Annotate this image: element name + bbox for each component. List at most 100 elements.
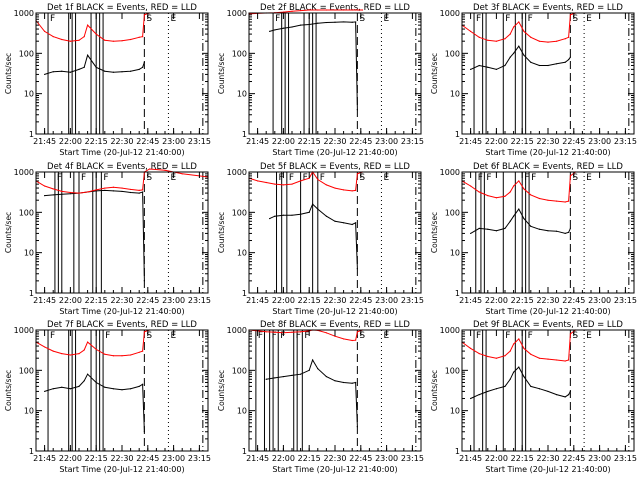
plot2-point [355, 9, 357, 11]
plot6-xtick-label: 21:45 [459, 296, 482, 305]
plot8-ylabel: Counts/sec [217, 370, 226, 411]
plot6-point [470, 185, 472, 187]
plot4-xtick-label: 23:15 [188, 296, 211, 305]
plot7-point [104, 386, 106, 388]
plot3-annotation-f: F [505, 14, 510, 24]
plot3-point [547, 64, 549, 67]
plot3-point [556, 63, 558, 65]
plot7-point [121, 389, 123, 391]
plot6-annotation-f: F [524, 173, 529, 183]
plot3-ytick-label: 100 [445, 49, 460, 58]
plot2-ytick-label: 1 [242, 130, 247, 139]
plot2-point [300, 9, 302, 12]
plot9-point [495, 388, 497, 390]
plot3-point [523, 30, 525, 32]
plot1-xtick-label: 23:00 [162, 137, 185, 146]
plot5-xtick-label: 23:15 [401, 296, 424, 305]
plot8-xtick-label: 22:15 [298, 454, 321, 463]
plot5-ytick-label: 100 [232, 208, 247, 217]
plot5-ytick-label: 1000 [227, 168, 247, 177]
plot8-annotation-f: F [280, 331, 285, 341]
plot9-point [504, 385, 506, 387]
plot9-annotation-s: S [572, 331, 578, 341]
plot3-point [569, 56, 571, 58]
plot9-lld-series [461, 329, 576, 362]
plot8-point [325, 375, 327, 378]
plot2-point [308, 23, 310, 26]
plot1-title: Det 1f BLACK = Events, RED = LLD [47, 3, 197, 13]
plot6-point [547, 230, 549, 232]
plot6-ytick-label: 1000 [440, 168, 460, 177]
plot7-xtick-label: 23:00 [162, 454, 185, 463]
plot9-events-series [470, 366, 571, 399]
plot8-point [343, 381, 345, 384]
plot5-xtick-label: 21:45 [246, 296, 269, 305]
plot4-xtick-label: 21:45 [33, 296, 56, 305]
plot7-xtick-label: 22:00 [59, 454, 82, 463]
plot8-point [356, 426, 358, 428]
plot2-xtick-label: 22:00 [272, 137, 295, 146]
plot6-point [478, 227, 480, 229]
plot4-xtick-label: 23:00 [162, 296, 185, 305]
plot2-point [356, 9, 358, 11]
plot7-point [142, 383, 144, 385]
plot4-point [95, 189, 97, 191]
plot6-xtick-label: 23:00 [588, 296, 611, 305]
plot6-point [556, 230, 558, 232]
plot5-point [325, 215, 327, 217]
plot1-ytick-label: 100 [19, 49, 34, 58]
plot6-ytick-label: 1 [455, 289, 460, 298]
plot7-point [52, 388, 54, 390]
plot9-point [509, 378, 511, 380]
plot3-annotation-e: E [586, 14, 592, 24]
plot1-point [61, 38, 63, 41]
plot5-ytick-label: 10 [237, 249, 247, 258]
plot6-point [523, 217, 525, 220]
plot8-title: Det 8f BLACK = Events, RED = LLD [260, 320, 410, 330]
plot1-events-series [44, 54, 145, 75]
plot3-title: Det 3f BLACK = Events, RED = LLD [473, 3, 623, 13]
plot6-point [530, 225, 532, 227]
plot3-point [478, 64, 480, 67]
plot2-point [355, 21, 357, 23]
plot3-point [513, 26, 515, 28]
plot2-point [308, 9, 310, 11]
plot5-point [265, 181, 267, 184]
plot3-point [470, 68, 472, 70]
plot3-ytick-label: 1000 [440, 9, 460, 18]
plot9-ytick-label: 1000 [440, 326, 460, 335]
plot3-point [495, 68, 497, 70]
plot5-point [351, 190, 353, 192]
plot9-annotation-f: F [528, 331, 533, 341]
plot5-point [282, 184, 284, 186]
plot9-xtick-label: 22:45 [562, 454, 585, 463]
plot3-point [495, 40, 497, 42]
plot4-point [181, 173, 183, 175]
plot7-frame [35, 329, 209, 452]
plot9-point [569, 333, 571, 335]
plot4-xlabel: Start Time (20-Jul-12 21:40:00) [59, 307, 184, 316]
plot6-xtick-label: 22:00 [485, 296, 508, 305]
plot5-point [300, 213, 302, 215]
plot4-point [95, 190, 97, 192]
plot6-point [568, 231, 570, 233]
plot1-frame [35, 12, 209, 135]
plot3-xtick-label: 22:15 [511, 137, 534, 146]
plot7-point [87, 341, 89, 343]
plot7-point [95, 348, 97, 351]
plot4-point [69, 191, 71, 194]
plot1-point [143, 14, 145, 16]
plot3-point [478, 36, 480, 38]
plot1-point [121, 40, 123, 42]
plot4-point [121, 187, 123, 189]
plot1-point [138, 68, 140, 70]
plot8-point [334, 380, 336, 382]
plot4-point [44, 194, 46, 197]
plot5-point [317, 178, 319, 181]
plot3-annotation-s: S [572, 14, 578, 24]
plot8-point [317, 368, 319, 370]
plot9-point [556, 359, 558, 361]
plot7-ylabel: Counts/sec [4, 370, 13, 411]
plot4-point [138, 192, 140, 194]
plot2-xtick-label: 22:15 [298, 137, 321, 146]
